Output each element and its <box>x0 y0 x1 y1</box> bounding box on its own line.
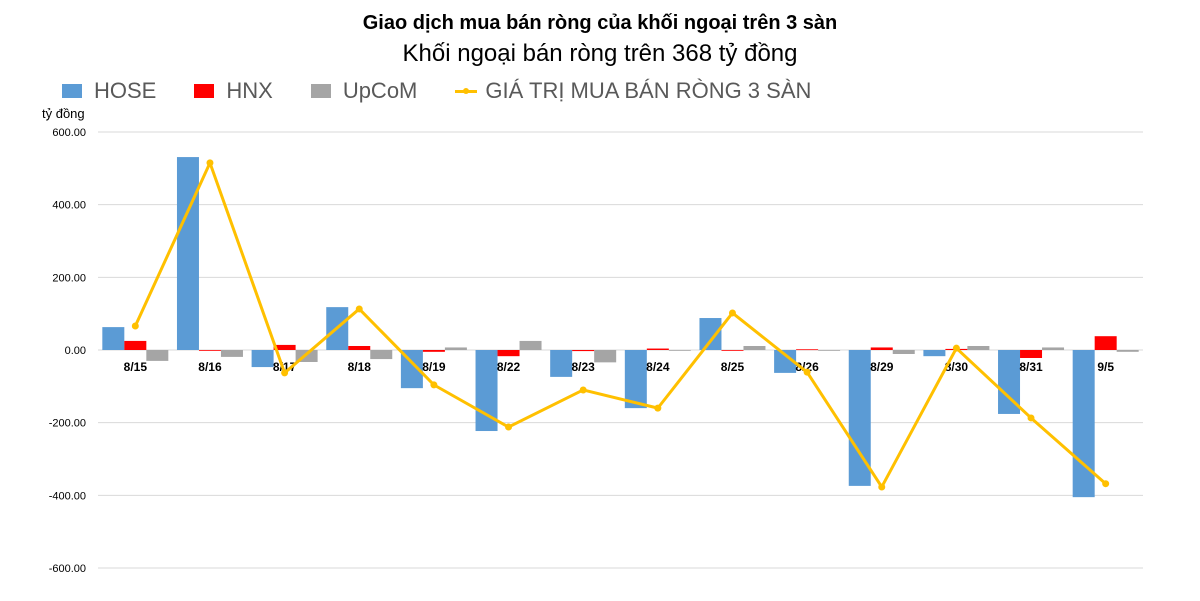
y-tick-label: 200.00 <box>52 272 86 284</box>
line-point <box>206 159 214 167</box>
bar-hose <box>251 350 274 368</box>
x-tick-label: 8/30 <box>945 360 969 374</box>
bar-upcom <box>1042 347 1065 350</box>
bar-hnx <box>497 350 520 357</box>
x-tick-label: 8/18 <box>348 360 372 374</box>
legend-item-upcom: UpCoM <box>310 78 417 104</box>
bar-upcom <box>146 350 169 361</box>
bar-hose <box>998 350 1021 414</box>
bar-upcom <box>1116 350 1139 352</box>
bar-hose <box>774 350 797 373</box>
bar-upcom <box>220 350 243 357</box>
legend-item-hnx: HNX <box>194 78 273 104</box>
bar-hnx <box>870 347 893 350</box>
y-tick-label: 600.00 <box>52 127 86 139</box>
bar-hnx <box>572 350 595 352</box>
bar-hose <box>699 318 722 350</box>
x-tick-label: 8/25 <box>721 360 745 374</box>
bar-upcom <box>743 346 766 350</box>
bar-hnx <box>124 340 147 350</box>
line-point <box>952 344 960 352</box>
x-tick-label: 8/22 <box>497 360 521 374</box>
series-line-total <box>133 161 1107 489</box>
line-point <box>355 305 363 313</box>
bar-hose <box>848 350 871 486</box>
y-tick-label: -400.00 <box>49 490 86 502</box>
bar-hnx <box>646 348 669 350</box>
line-point <box>1102 480 1110 488</box>
bar-hnx <box>796 349 819 351</box>
line-point <box>803 368 811 376</box>
bar-hose <box>550 350 573 377</box>
y-tick-label: -600.00 <box>49 563 86 575</box>
bar-upcom <box>892 350 915 354</box>
bar-hnx <box>348 346 371 350</box>
x-tick-label: 8/17 <box>273 360 297 374</box>
x-tick-label: 8/19 <box>422 360 446 374</box>
x-tick-label: 8/26 <box>795 360 819 374</box>
x-tick-label: 8/29 <box>870 360 894 374</box>
bar-hose <box>102 327 125 350</box>
bar-hose <box>400 350 423 389</box>
y-tick-label: 0.00 <box>65 345 86 357</box>
bar-hnx <box>1020 350 1043 358</box>
line-point <box>131 322 139 330</box>
y-tick-label: -200.00 <box>49 418 86 430</box>
bar-upcom <box>594 350 617 363</box>
bar-hnx <box>721 350 744 351</box>
x-tick-label: 8/23 <box>571 360 595 374</box>
bar-hnx <box>422 350 445 352</box>
line-point <box>1027 414 1035 422</box>
line-point <box>878 483 886 491</box>
y-axis-label: tỷ đồng <box>42 106 85 121</box>
bar-hose <box>1072 350 1095 498</box>
bar-upcom <box>519 340 542 350</box>
x-tick-label: 9/5 <box>1097 360 1114 374</box>
bar-hnx <box>198 350 221 351</box>
bar-hose <box>624 350 647 409</box>
x-tick-label: 8/16 <box>198 360 222 374</box>
line-point <box>728 309 736 317</box>
line-point <box>505 423 513 431</box>
legend-item-hose: HOSE <box>62 78 156 104</box>
x-tick-label: 8/31 <box>1019 360 1043 374</box>
x-tick-label: 8/15 <box>124 360 148 374</box>
bar-upcom <box>370 350 393 360</box>
line-point <box>579 386 587 394</box>
x-tick-label: 8/24 <box>646 360 670 374</box>
bar-upcom <box>668 350 691 351</box>
line-point <box>654 404 662 412</box>
bar-hose <box>176 157 199 350</box>
chart-title: Giao dịch mua bán ròng của khối ngoại tr… <box>362 12 838 34</box>
bar-upcom <box>818 350 841 351</box>
line-point <box>430 381 438 389</box>
bar-hnx <box>1094 336 1117 350</box>
chart-subtitle: Khối ngoại bán ròng trên 368 tỷ đồng <box>402 40 798 67</box>
bar-hose <box>923 350 946 357</box>
bar-upcom <box>967 346 990 350</box>
bar-hnx <box>273 344 296 350</box>
legend: HOSE HNX UpCoM GIÁ TRỊ MUA BÁN RÒNG 3 SÀ… <box>62 78 849 104</box>
legend-item-total: GIÁ TRỊ MUA BÁN RÒNG 3 SÀN <box>455 78 811 104</box>
line-point <box>281 369 289 377</box>
bar-upcom <box>444 347 467 350</box>
y-tick-label: 400.00 <box>52 200 86 212</box>
